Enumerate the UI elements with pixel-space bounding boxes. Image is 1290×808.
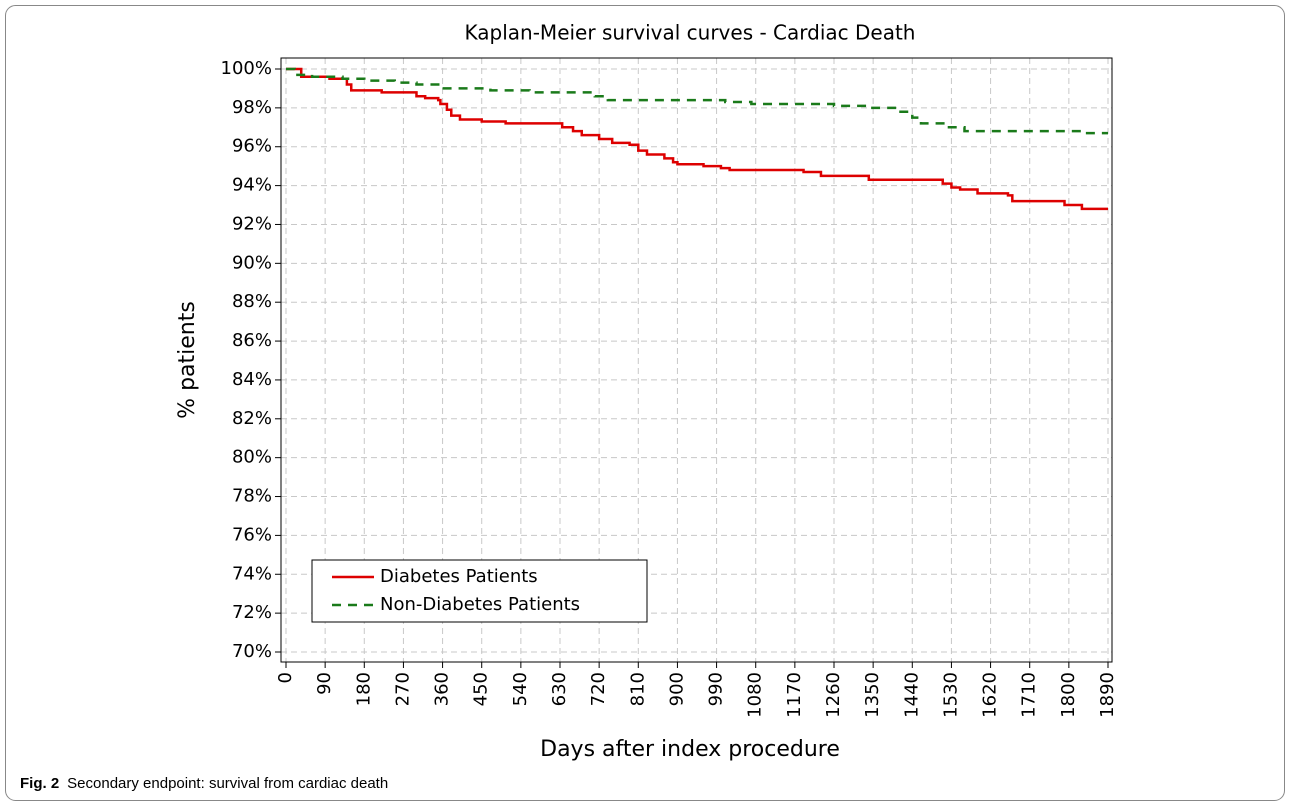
y-axis-label: % patients [175, 301, 200, 419]
figure-caption-text: Secondary endpoint: survival from cardia… [67, 775, 388, 792]
chart-title: Kaplan-Meier survival curves - Cardiac D… [465, 21, 916, 45]
x-tick-label: 990 [706, 672, 727, 706]
y-tick-label: 84% [232, 369, 272, 390]
y-tick-label: 96% [232, 136, 272, 157]
x-tick-label: 720 [588, 672, 609, 706]
x-tick-label: 1260 [823, 672, 844, 718]
y-tick-label: 72% [232, 602, 272, 623]
x-tick-label: 270 [392, 672, 413, 706]
y-tick-label: 92% [232, 213, 272, 234]
y-tick-label: 88% [232, 291, 272, 312]
figure-border [5, 5, 1285, 801]
y-tick-label: 76% [232, 524, 272, 545]
y-tick-label: 94% [232, 175, 272, 196]
y-tick-label: 78% [232, 486, 272, 507]
x-tick-label: 1440 [901, 672, 922, 718]
y-tick-label: 80% [232, 447, 272, 468]
x-tick-label: 1350 [862, 672, 883, 718]
legend-box [311, 559, 648, 623]
survival-line [286, 67, 1108, 135]
x-tick-label: 1800 [1058, 672, 1079, 718]
figure-caption: Fig. 2 Secondary endpoint: survival from … [20, 775, 388, 792]
x-tick-label: 1620 [980, 672, 1001, 718]
y-tick-label: 100% [221, 58, 272, 79]
x-tick-label: 1530 [940, 672, 961, 718]
x-tick-label: 180 [353, 672, 374, 706]
x-tick-label: 1890 [1097, 672, 1118, 718]
x-tick-label: 1080 [745, 672, 766, 718]
y-tick-label: 98% [232, 97, 272, 118]
y-tick-label: 70% [232, 641, 272, 662]
x-tick-label: 1170 [784, 672, 805, 718]
x-tick-label: 360 [432, 672, 453, 706]
survival-line [286, 67, 1108, 211]
legend-label: Diabetes Patients [380, 566, 538, 587]
x-tick-label: 540 [510, 672, 531, 706]
plot-frame [280, 57, 1113, 663]
legend-label: Non-Diabetes Patients [380, 594, 580, 615]
x-tick-label: 0 [275, 672, 296, 683]
x-tick-label: 630 [549, 672, 570, 706]
x-tick-label: 1710 [1019, 672, 1040, 718]
x-tick-label: 900 [666, 672, 687, 706]
y-tick-label: 90% [232, 252, 272, 273]
x-tick-label: 810 [627, 672, 648, 706]
y-tick-label: 86% [232, 330, 272, 351]
x-axis-label: Days after index procedure [540, 737, 840, 762]
figure-label: Fig. 2 [20, 775, 59, 792]
y-tick-label: 82% [232, 408, 272, 429]
x-tick-label: 90 [314, 672, 335, 695]
x-tick-label: 450 [471, 672, 492, 706]
y-tick-label: 74% [232, 563, 272, 584]
